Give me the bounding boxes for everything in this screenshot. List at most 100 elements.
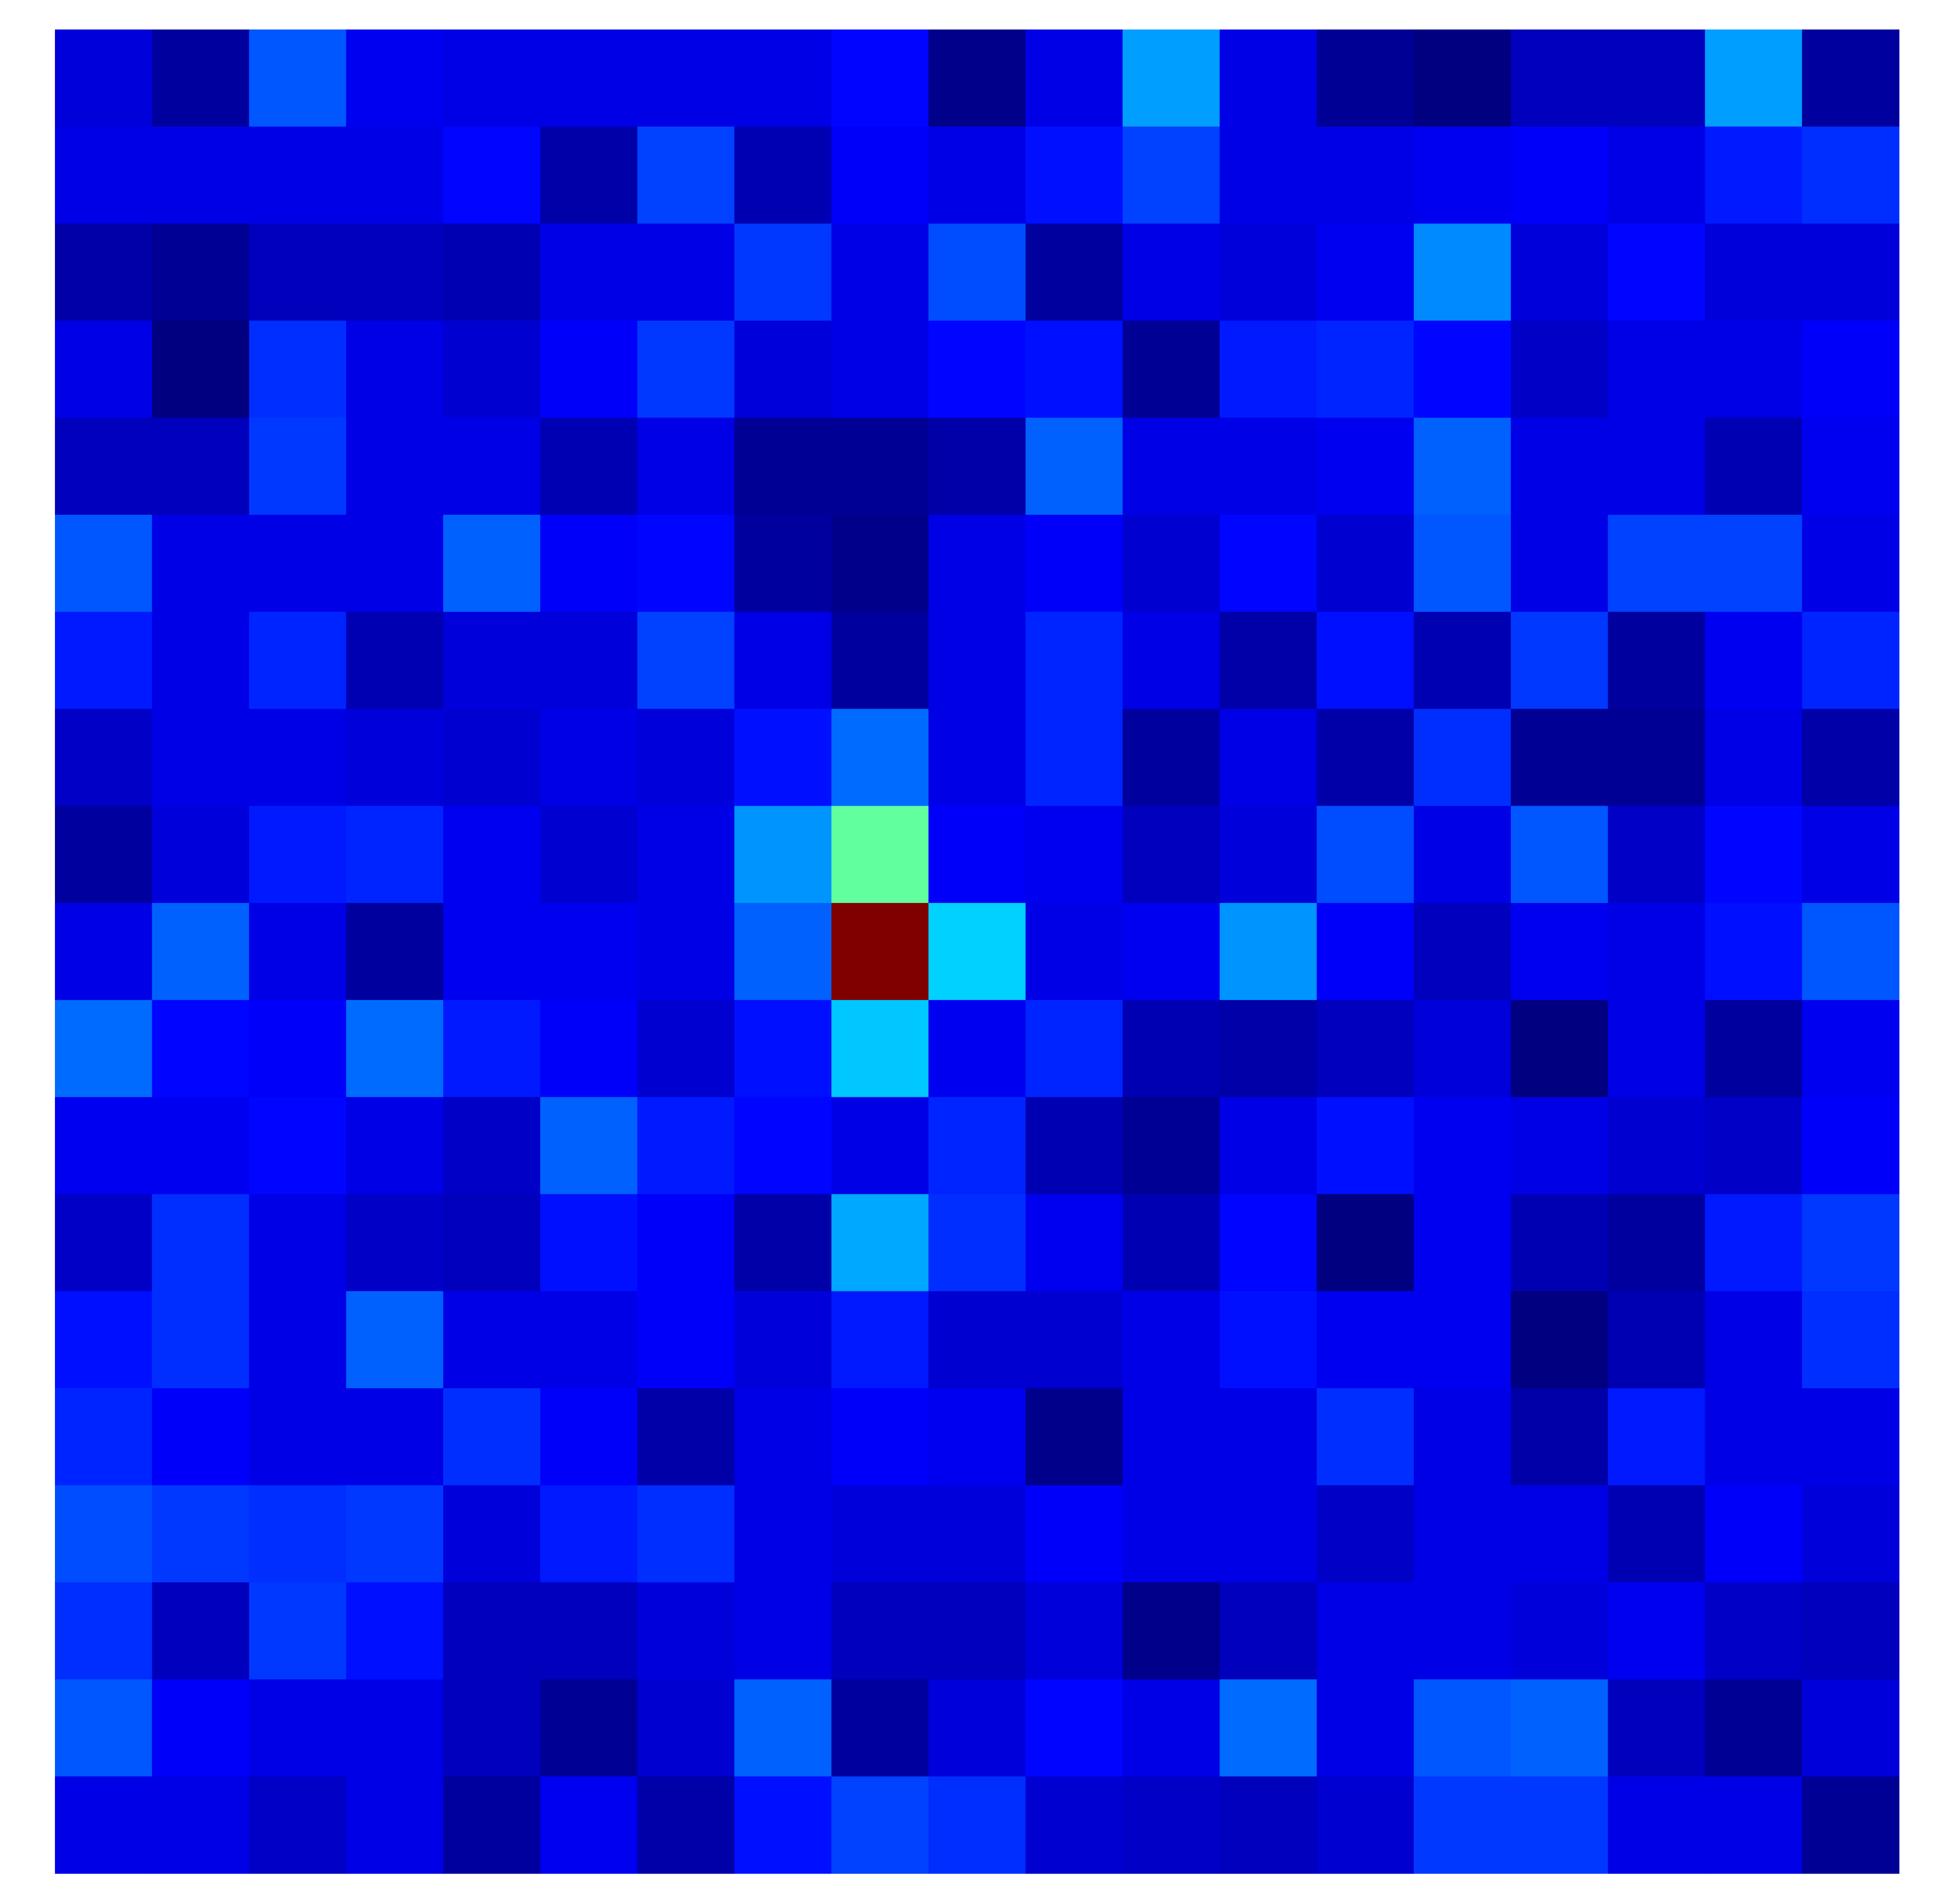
heatmap-cell [1608,806,1706,903]
heatmap-cell [443,709,541,806]
heatmap-cell [1608,514,1706,612]
heatmap-cell [1608,320,1706,418]
heatmap-cell [734,1776,832,1874]
heatmap-cell [249,1679,346,1777]
heatmap-cell [637,709,735,806]
heatmap-cell [1414,1582,1511,1680]
heatmap-cell [1317,1097,1414,1195]
heatmap-cell [1025,1388,1123,1486]
heatmap-cell [443,1291,541,1389]
heatmap-cell [1025,1582,1123,1680]
heatmap-cell [831,1679,929,1777]
heatmap-cell [928,709,1026,806]
heatmap-cell [1802,903,1900,1001]
heatmap-cell [540,418,638,515]
heatmap-cell [443,1776,541,1874]
heatmap-cell [346,1291,444,1389]
heatmap-cell [249,1291,346,1389]
heatmap-cell [1802,320,1900,418]
heatmap-cell [1608,1679,1706,1777]
heatmap-cell [1219,1679,1317,1777]
heatmap-cell [346,611,444,710]
heatmap-cell [1219,514,1317,612]
heatmap-cell [1802,30,1900,127]
heatmap-cell [1608,418,1706,515]
heatmap-cell [1317,1000,1414,1098]
heatmap-cell [1608,1582,1706,1680]
heatmap-cell [540,320,638,418]
heatmap-cell [346,223,444,321]
heatmap-cell [1510,1000,1609,1098]
heatmap-cell [443,1097,541,1195]
heatmap-cell [152,514,250,612]
heatmap-cell [1122,1485,1220,1583]
heatmap-cell [249,1485,346,1583]
heatmap-cell [1317,30,1414,127]
heatmap-cell [1122,1291,1220,1389]
heatmap-cell [1317,903,1414,1001]
heatmap-cell [734,806,832,903]
heatmap-cell [1705,1388,1802,1486]
heatmap-cell [1317,1485,1414,1583]
heatmap-cell [443,1485,541,1583]
heatmap-cell [443,1582,541,1680]
heatmap-cell [443,30,541,127]
heatmap-cell [1802,126,1900,224]
heatmap-cell [540,126,638,224]
heatmap-cell [249,806,346,903]
heatmap-cell [1122,320,1220,418]
heatmap-cell [831,903,929,1001]
heatmap-cell [1802,514,1900,612]
heatmap-cell [1219,1097,1317,1195]
heatmap-cell [1705,1097,1802,1195]
heatmap-cell [540,709,638,806]
heatmap-cell [928,1388,1026,1486]
heatmap-cell [831,1194,929,1292]
heatmap-cell [1414,1000,1511,1098]
heatmap-cell [928,126,1026,224]
heatmap-cell [734,709,832,806]
heatmap-cell [1122,1000,1220,1098]
heatmap-cell [1219,30,1317,127]
heatmap-cell [249,1388,346,1486]
heatmap-cell [1608,30,1706,127]
heatmap-cell [1025,1291,1123,1389]
heatmap-cells [55,30,1900,1874]
heatmap-cell [443,1388,541,1486]
heatmap-cell [637,611,735,710]
heatmap-cell [734,1291,832,1389]
heatmap-cell [928,1291,1026,1389]
heatmap-cell [1802,709,1900,806]
heatmap-cell [152,1582,250,1680]
heatmap-cell [1510,30,1609,127]
heatmap-cell [734,126,832,224]
heatmap-cell [928,1485,1026,1583]
heatmap-cell [346,903,444,1001]
heatmap-cell [1802,1485,1900,1583]
heatmap-cell [1510,126,1609,224]
heatmap-cell [55,320,153,418]
heatmap-cell [1608,223,1706,321]
heatmap-cell [637,514,735,612]
heatmap-cell [1122,418,1220,515]
heatmap-cell [1219,806,1317,903]
heatmap-cell [1122,1582,1220,1680]
heatmap-cell [1608,1776,1706,1874]
heatmap-cell [637,1582,735,1680]
heatmap-cell [831,223,929,321]
heatmap-cell [1122,1097,1220,1195]
heatmap-cell [152,1485,250,1583]
heatmap-cell [540,1291,638,1389]
heatmap-cell [1025,611,1123,710]
heatmap-cell [152,806,250,903]
heatmap-cell [1317,514,1414,612]
heatmap-cell [734,514,832,612]
heatmap-cell [831,1291,929,1389]
heatmap-cell [443,903,541,1001]
heatmap-cell [1219,1485,1317,1583]
heatmap-cell [928,611,1026,710]
heatmap-cell [1317,1388,1414,1486]
heatmap-cell [249,709,346,806]
heatmap-cell [1219,1776,1317,1874]
